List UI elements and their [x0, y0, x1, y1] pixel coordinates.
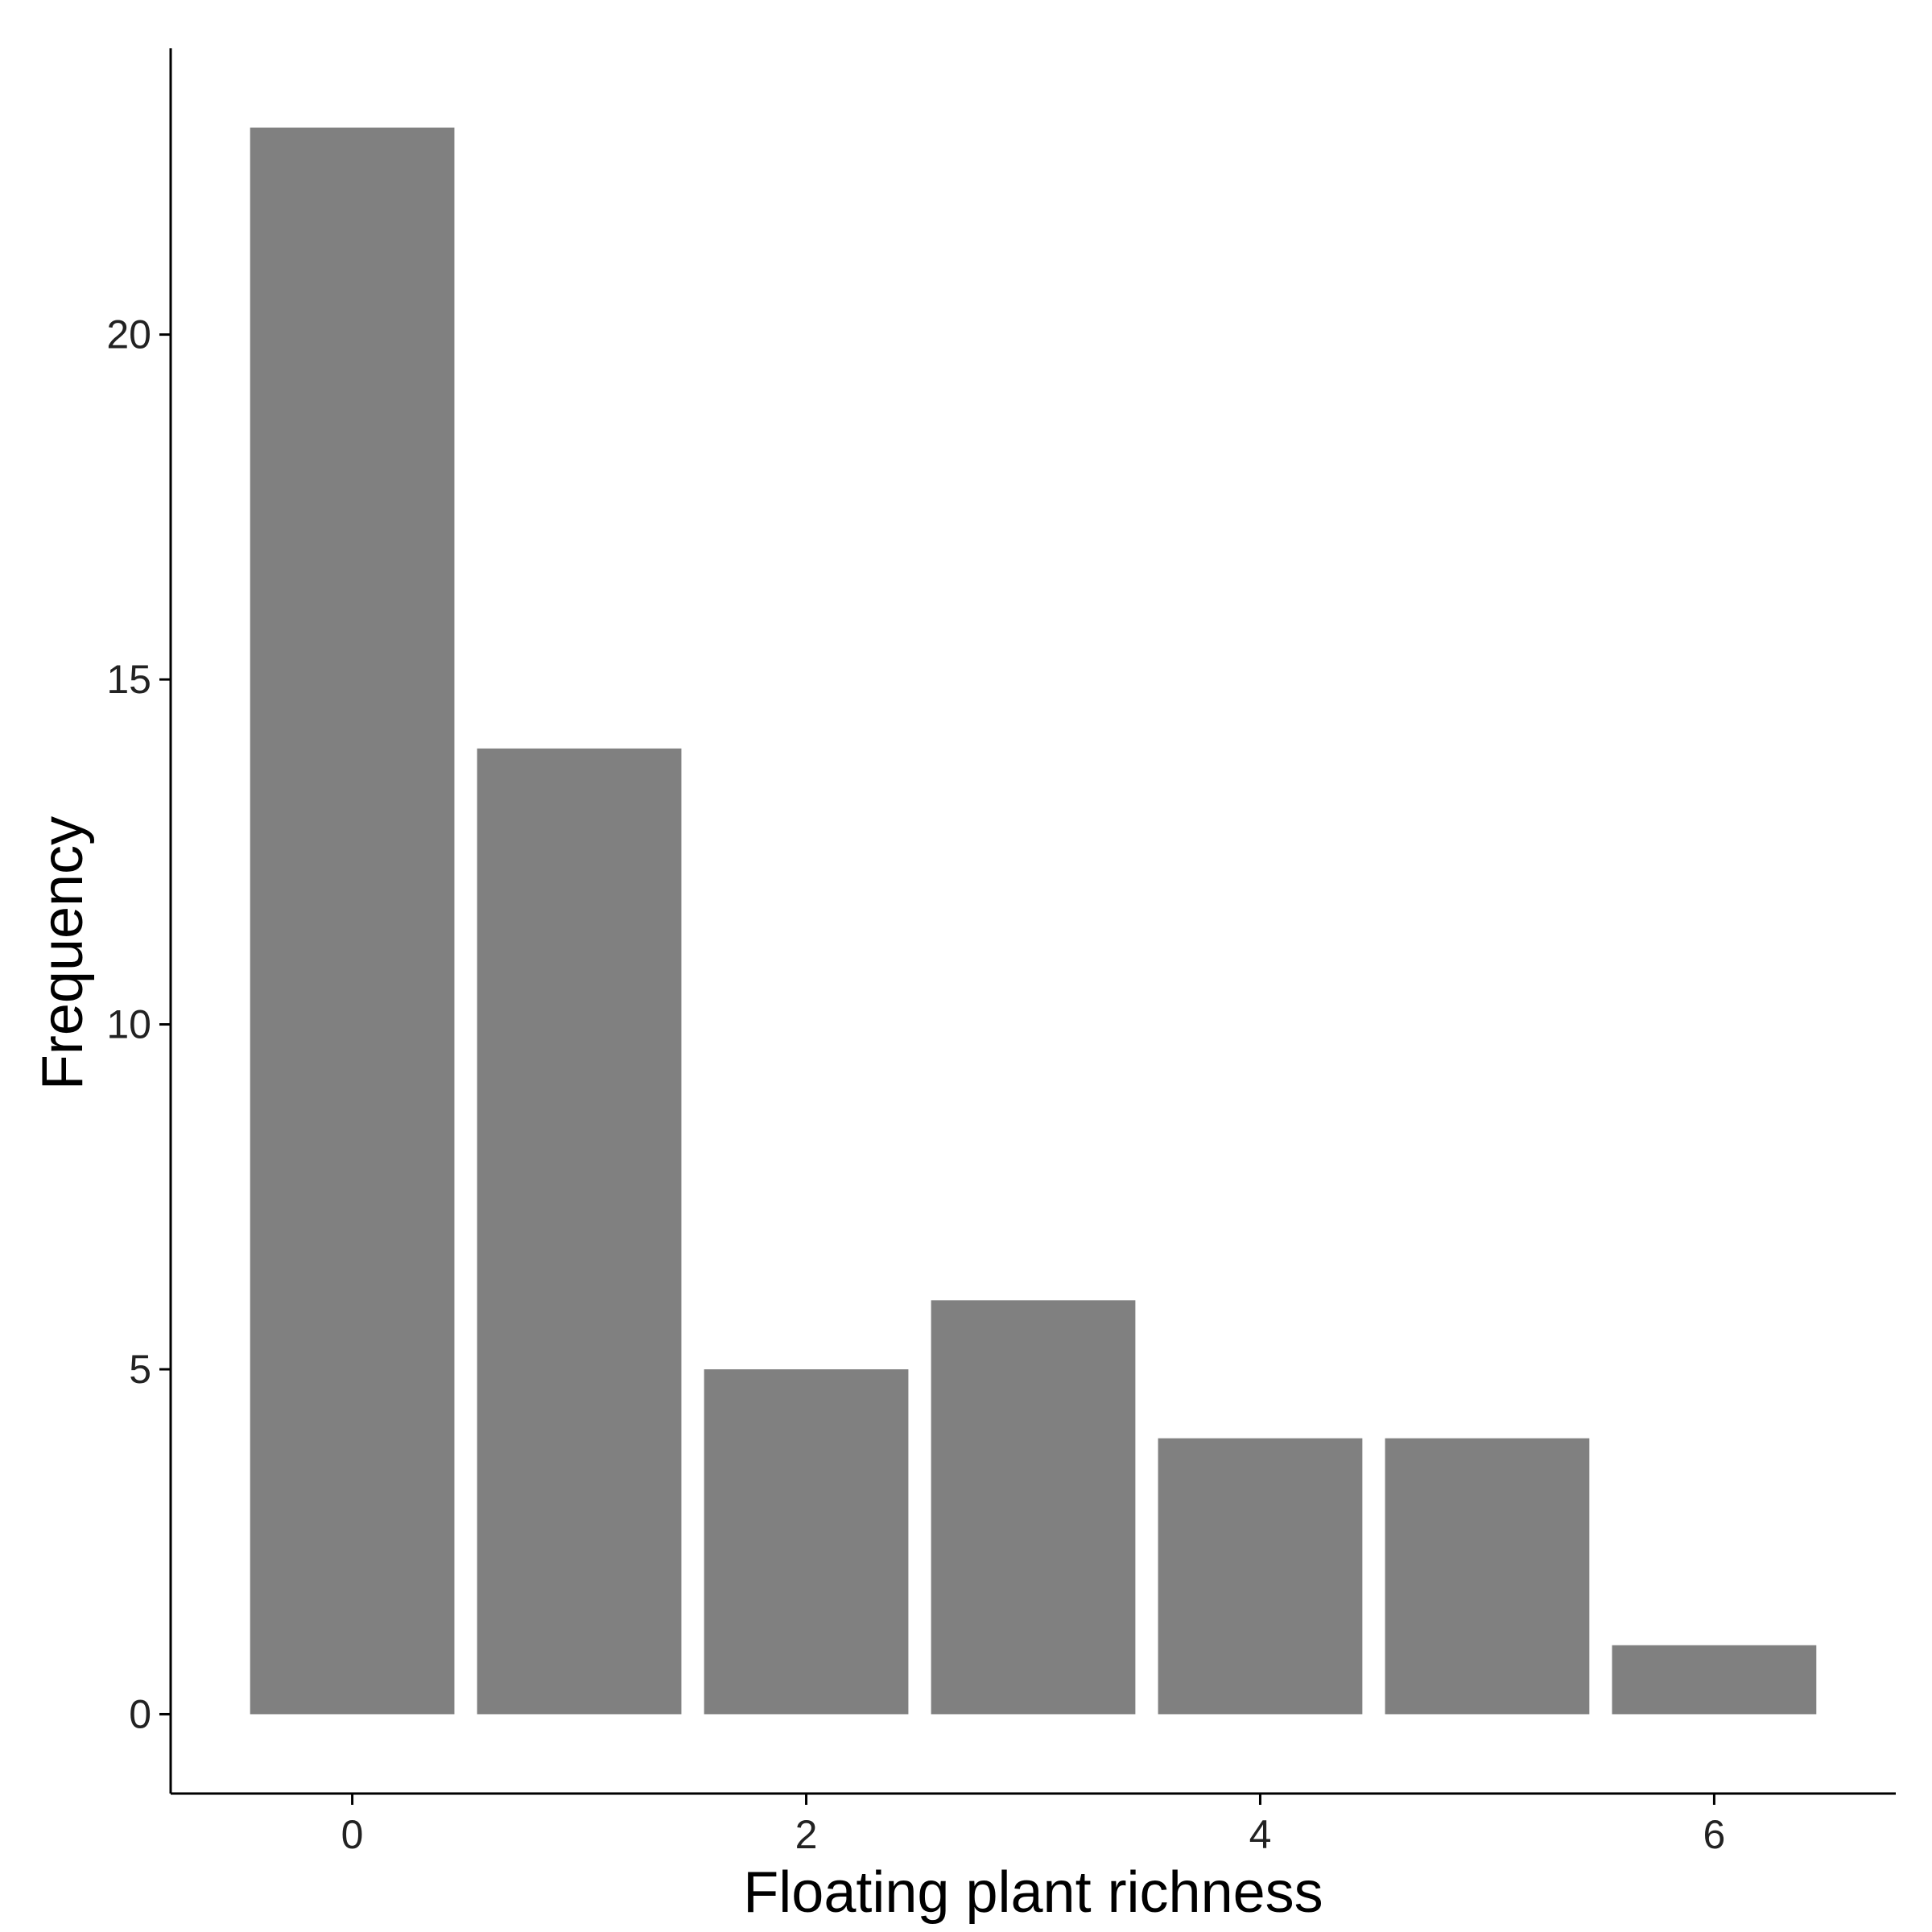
y-axis-title: Frequency: [31, 816, 95, 1090]
bar-2: [704, 1368, 909, 1715]
bar-4: [1158, 1438, 1363, 1715]
x-tick-label-4: 4: [1249, 1812, 1272, 1857]
y-tick-label-15: 15: [106, 657, 151, 702]
y-tick-label-0: 0: [129, 1691, 151, 1736]
bar-5: [1385, 1438, 1590, 1715]
bar-3: [931, 1300, 1136, 1715]
bars-group: [250, 127, 1817, 1715]
bar-6: [1612, 1645, 1817, 1715]
x-tick-label-6: 6: [1703, 1812, 1726, 1857]
x-tick-label-0: 0: [341, 1812, 364, 1857]
x-axis-title: Floating plant richness: [743, 1860, 1323, 1925]
bar-1: [477, 748, 682, 1715]
y-ticks-group: 0 5 10 15 20: [106, 312, 171, 1736]
y-tick-label-5: 5: [129, 1347, 151, 1392]
bar-0: [250, 127, 455, 1715]
x-ticks-group: 0 2 4 6: [341, 1794, 1726, 1857]
y-tick-label-10: 10: [106, 1002, 151, 1047]
x-tick-label-2: 2: [795, 1812, 818, 1857]
y-tick-label-20: 20: [106, 312, 151, 357]
